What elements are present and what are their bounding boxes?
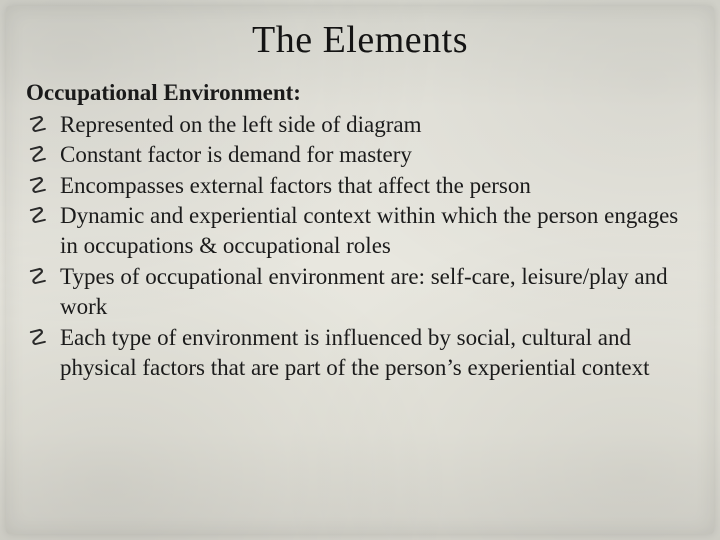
bullet-icon: ☡	[28, 201, 48, 230]
bullet-icon: ☡	[28, 110, 48, 139]
bullet-text: Each type of environment is influenced b…	[60, 325, 649, 380]
bullet-text: Encompasses external factors that affect…	[60, 173, 531, 198]
bullet-text: Dynamic and experiential context within …	[60, 203, 678, 258]
bullet-icon: ☡	[28, 323, 48, 352]
list-item: ☡ Represented on the left side of diagra…	[26, 110, 694, 140]
slide-content: The Elements Occupational Environment: ☡…	[0, 0, 720, 403]
bullet-icon: ☡	[28, 171, 48, 200]
list-item: ☡ Dynamic and experiential context withi…	[26, 201, 694, 262]
bullet-text: Constant factor is demand for mastery	[60, 142, 412, 167]
bullet-text: Types of occupational environment are: s…	[60, 264, 668, 319]
list-item: ☡ Each type of environment is influenced…	[26, 323, 694, 384]
bullet-text: Represented on the left side of diagram	[60, 112, 422, 137]
list-item: ☡ Encompasses external factors that affe…	[26, 171, 694, 201]
bullet-icon: ☡	[28, 262, 48, 291]
list-item: ☡ Constant factor is demand for mastery	[26, 140, 694, 170]
slide-subheading: Occupational Environment:	[26, 80, 694, 106]
slide-title: The Elements	[26, 18, 694, 62]
bullet-icon: ☡	[28, 140, 48, 169]
bullet-list: ☡ Represented on the left side of diagra…	[26, 110, 694, 383]
list-item: ☡ Types of occupational environment are:…	[26, 262, 694, 323]
